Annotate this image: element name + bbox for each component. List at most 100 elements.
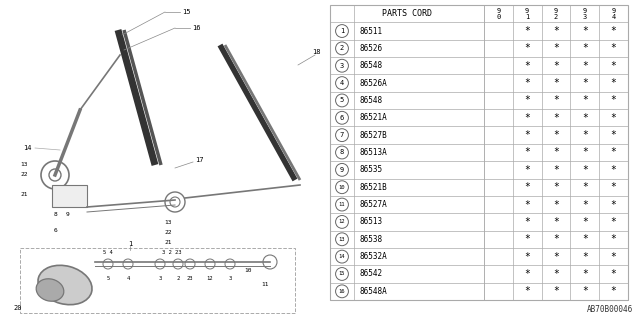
Text: *: * — [553, 165, 559, 175]
Text: *: * — [524, 200, 530, 210]
Text: 9: 9 — [496, 8, 500, 14]
Text: 22: 22 — [164, 229, 172, 235]
Text: *: * — [582, 217, 588, 227]
Text: 15: 15 — [182, 9, 191, 15]
Text: *: * — [611, 217, 616, 227]
Text: *: * — [582, 182, 588, 192]
Text: *: * — [553, 78, 559, 88]
Text: *: * — [553, 234, 559, 244]
Text: *: * — [524, 252, 530, 262]
Text: 86513: 86513 — [359, 217, 382, 227]
Text: 9: 9 — [66, 212, 70, 218]
Text: *: * — [611, 234, 616, 244]
Text: 9: 9 — [611, 8, 616, 14]
Text: *: * — [611, 148, 616, 157]
Text: 86538: 86538 — [359, 235, 382, 244]
Text: 1: 1 — [128, 241, 132, 247]
Ellipse shape — [36, 279, 64, 301]
Text: *: * — [582, 269, 588, 279]
Text: *: * — [553, 130, 559, 140]
Text: *: * — [611, 182, 616, 192]
Text: *: * — [582, 113, 588, 123]
Text: 86521B: 86521B — [359, 183, 387, 192]
Text: 86513A: 86513A — [359, 148, 387, 157]
Text: *: * — [611, 252, 616, 262]
Text: 86526: 86526 — [359, 44, 382, 53]
Text: *: * — [553, 44, 559, 53]
Text: 4: 4 — [340, 80, 344, 86]
Text: 15: 15 — [339, 271, 345, 276]
Text: 1: 1 — [340, 28, 344, 34]
Text: *: * — [553, 148, 559, 157]
Text: 2: 2 — [554, 14, 558, 20]
Text: 16: 16 — [192, 25, 200, 31]
Text: *: * — [553, 61, 559, 71]
Text: *: * — [553, 182, 559, 192]
Text: 9: 9 — [554, 8, 558, 14]
Text: *: * — [553, 286, 559, 296]
Text: 86535: 86535 — [359, 165, 382, 174]
Text: *: * — [582, 286, 588, 296]
Text: *: * — [611, 269, 616, 279]
Text: 5: 5 — [340, 98, 344, 103]
Text: *: * — [524, 26, 530, 36]
Text: 16: 16 — [339, 289, 345, 294]
Text: 2: 2 — [340, 45, 344, 52]
Text: *: * — [582, 44, 588, 53]
Text: *: * — [524, 78, 530, 88]
Text: 86526A: 86526A — [359, 79, 387, 88]
Text: 18: 18 — [312, 49, 321, 55]
Text: 8: 8 — [53, 212, 57, 218]
Text: AB70B00046: AB70B00046 — [588, 305, 634, 314]
Text: *: * — [611, 286, 616, 296]
Text: *: * — [553, 269, 559, 279]
Text: *: * — [611, 95, 616, 106]
Text: 86548A: 86548A — [359, 287, 387, 296]
Text: PARTS CORD: PARTS CORD — [382, 9, 432, 18]
Text: *: * — [553, 252, 559, 262]
Text: 86532A: 86532A — [359, 252, 387, 261]
Text: *: * — [582, 78, 588, 88]
Text: *: * — [611, 26, 616, 36]
Text: 3 2 23: 3 2 23 — [163, 250, 182, 254]
Text: 86548: 86548 — [359, 61, 382, 70]
Text: 5: 5 — [106, 276, 109, 281]
Text: 3: 3 — [228, 276, 232, 281]
Text: 86527A: 86527A — [359, 200, 387, 209]
Text: *: * — [582, 130, 588, 140]
Text: 13: 13 — [20, 163, 28, 167]
Text: 20: 20 — [13, 305, 22, 311]
Bar — [20, 248, 295, 313]
Text: 23: 23 — [187, 276, 193, 281]
Text: *: * — [582, 234, 588, 244]
Text: 9: 9 — [525, 8, 529, 14]
Text: *: * — [524, 130, 530, 140]
Text: *: * — [553, 113, 559, 123]
Text: 8: 8 — [340, 149, 344, 156]
Text: 0: 0 — [496, 14, 500, 20]
Text: *: * — [524, 182, 530, 192]
Text: *: * — [582, 200, 588, 210]
Text: *: * — [524, 286, 530, 296]
Text: 4: 4 — [611, 14, 616, 20]
Text: *: * — [524, 113, 530, 123]
Text: 86511: 86511 — [359, 27, 382, 36]
Text: *: * — [582, 252, 588, 262]
Text: 17: 17 — [195, 157, 204, 163]
Text: *: * — [611, 165, 616, 175]
Text: 5 4: 5 4 — [103, 250, 113, 254]
Text: 10: 10 — [339, 185, 345, 190]
Text: *: * — [553, 200, 559, 210]
Text: *: * — [582, 95, 588, 106]
Text: *: * — [582, 165, 588, 175]
Text: 11: 11 — [261, 283, 269, 287]
Text: 14: 14 — [24, 145, 32, 151]
Text: *: * — [611, 200, 616, 210]
Text: *: * — [611, 61, 616, 71]
Text: *: * — [582, 148, 588, 157]
Text: 11: 11 — [339, 202, 345, 207]
Text: 22: 22 — [20, 172, 28, 178]
Text: *: * — [524, 44, 530, 53]
Text: 10: 10 — [244, 268, 252, 273]
Text: 14: 14 — [339, 254, 345, 259]
